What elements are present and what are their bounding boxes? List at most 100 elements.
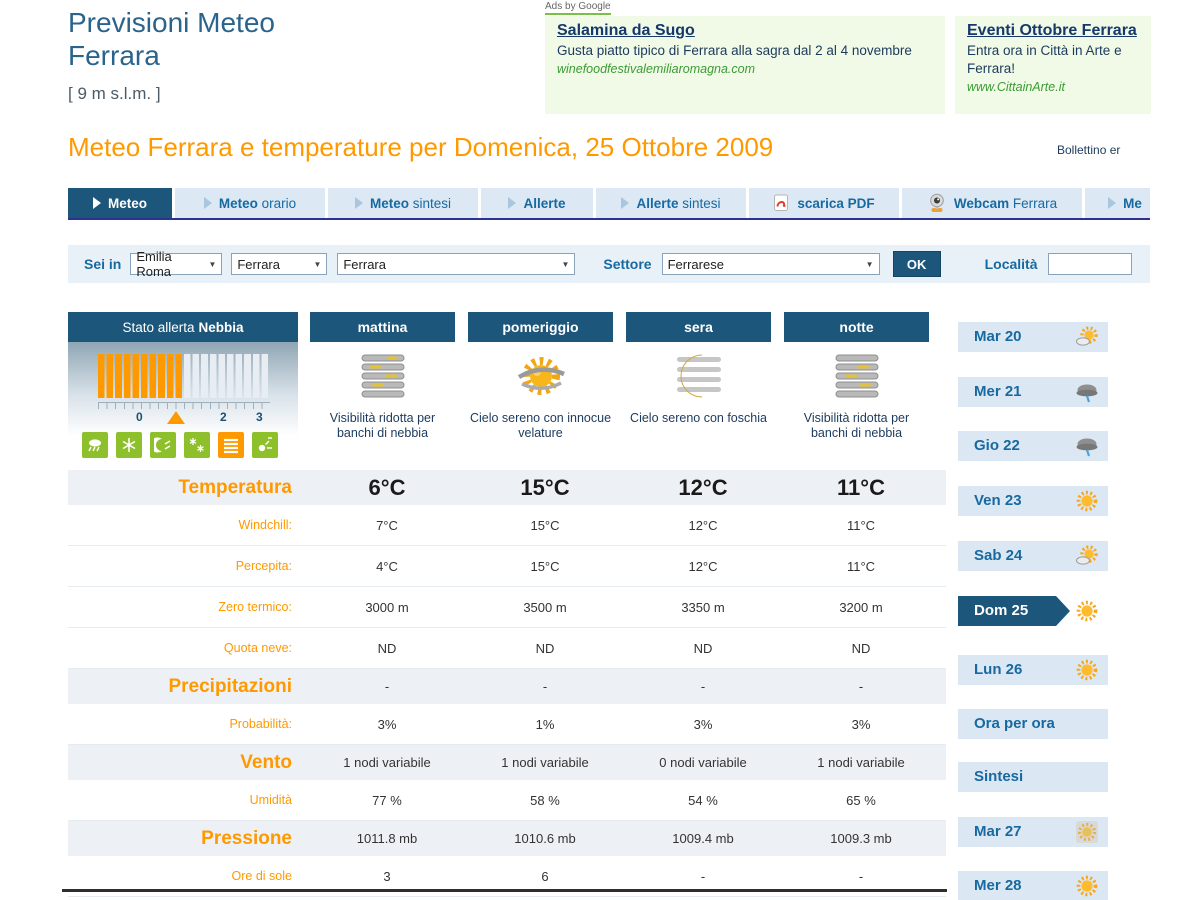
ad-body: Gusta piatto tipico di Ferrara alla sagr… [557,43,912,58]
sidebar-item-mer-21[interactable]: Mer 21 [958,377,1108,407]
allerta-type-icons [82,432,278,458]
fog-icon [361,354,404,398]
sidebar-item-sab-24[interactable]: Sab 24 [958,541,1108,571]
rain-cloud-icon [1076,438,1098,457]
period-caption: Cielo sereno con foschia [630,411,767,425]
sidebar-item-dom-25[interactable]: Dom 25 [958,596,1108,626]
chevron-down-icon: ▼ [865,259,874,269]
ad-body: Entra ora in Città in Arte e Ferrara! [967,43,1122,76]
sidebar-item-lun-26[interactable]: Lun 26 [958,655,1108,685]
sun-icon [1076,659,1098,681]
forecast-col-pomeriggio: pomeriggio Cielo sereno con innocue vela… [468,312,613,441]
allerta-gauge [98,354,270,398]
ad-url[interactable]: www.CittainArte.it [967,80,1065,94]
frost-icon[interactable] [184,432,210,458]
page-heading: Meteo Ferrara e temperature per Domenica… [68,132,774,162]
table-row: Temperatura 6°C 15°C 12°C 11°C [68,470,946,505]
forecast-col-sera: sera Cielo sereno con foschia [626,312,771,426]
tab-scarica-pdf[interactable]: scarica PDF [749,188,899,218]
rain-icon[interactable] [82,432,108,458]
period-header: sera [626,312,771,342]
snow-icon[interactable] [116,432,142,458]
province-select[interactable]: Ferrara ▼ [231,253,328,275]
sidebar-item-mar-20[interactable]: Mar 20 [958,322,1108,352]
period-caption: Visibilità ridotta per banchi di nebbia [803,411,910,440]
ad-left[interactable]: Salamina da Sugo Gusta piatto tipico di … [545,16,945,114]
localita-label: Località [984,256,1038,272]
sun-icon [1076,875,1098,897]
ad-url[interactable]: winefoodfestivalemiliaromagna.com [557,62,756,76]
fog-icon [835,354,878,398]
arrow-icon [508,197,517,209]
sun-haze-icon [1076,821,1098,843]
fog-icon[interactable] [218,432,244,458]
table-row: Windchill: 7°C 15°C 12°C 11°C [68,505,946,546]
ad-right[interactable]: Eventi Ottobre Ferrara Entra ora in Citt… [955,16,1151,114]
table-row: Zero termico: 3000 m 3500 m 3350 m 3200 … [68,587,946,628]
section-divider [62,889,947,892]
location-filter-bar: Sei in Emilia Roma ▼ Ferrara ▼ Ferrara ▼ Se… [68,245,1150,283]
weather-data-table: Temperatura 6°C 15°C 12°C 11°C Windchill… [68,470,946,897]
gauge-pointer-icon [167,411,185,424]
period-header: mattina [310,312,455,342]
ad-title-link[interactable]: Salamina da Sugo [557,22,695,39]
forecast-col-mattina: mattina Visibilità ridotta per banchi di… [310,312,455,441]
stato-allerta-card: Stato allerta Nebbia 0 2 3 [68,312,298,460]
arrow-icon [203,197,212,209]
tab-meteo-orario[interactable]: Meteo orario [175,188,325,218]
fog-advection-icon[interactable] [150,432,176,458]
pdf-icon [774,194,789,211]
sun-icon[interactable] [252,432,278,458]
tab-meteo-cut[interactable]: Me [1085,188,1150,218]
table-row: Umidità 77 % 58 % 54 % 65 % [68,780,946,821]
altitude-note: [ 9 m s.l.m. ] [68,84,161,103]
gauge-ruler [98,402,270,409]
site-title: Previsioni Meteo Ferrara [68,7,275,71]
sidebar-item-ven-23[interactable]: Ven 23 [958,486,1108,516]
stato-allerta-header: Stato allerta Nebbia [68,312,298,342]
chevron-down-icon: ▼ [561,259,570,269]
ad-title-link[interactable]: Eventi Ottobre Ferrara [967,22,1137,39]
table-row: Precipitazioni - - - - [68,669,946,704]
period-header: notte [784,312,929,342]
gauge-label-2: 2 [220,410,227,424]
localita-input[interactable] [1047,253,1132,275]
sidebar-item-mar-27[interactable]: Mar 27 [958,817,1108,847]
region-select[interactable]: Emilia Roma ▼ [130,249,223,279]
allerta-gauge-panel: 0 2 3 [68,342,298,460]
sidebar-item-mer-28[interactable]: Mer 28 [958,871,1108,900]
chevron-down-icon: ▼ [313,259,322,269]
gauge-empty-segments [184,354,270,398]
sidebar-item-gio-22[interactable]: Gio 22 [958,431,1108,461]
table-row: Pressione 1011.8 mb 1010.6 mb 1009.4 mb … [68,821,946,856]
period-header: pomeriggio [468,312,613,342]
table-row: Quota neve: ND ND ND ND [68,628,946,669]
gauge-filled-segments [98,354,184,398]
webcam-icon [930,193,944,212]
forecast-col-notte: notte Visibilità ridotta per banchi di n… [784,312,929,441]
settore-select[interactable]: Ferrarese ▼ [661,253,880,275]
period-caption: Visibilità ridotta per banchi di nebbia [329,411,436,440]
sun-cloud-icon [1076,545,1098,565]
sun-veil-icon [517,357,565,395]
tab-bar: Meteo Meteo orario Meteo sintesi Allerte… [68,188,1150,220]
arrow-icon [1108,197,1117,209]
tab-meteo[interactable]: Meteo [68,188,172,218]
tab-allerte-sintesi[interactable]: Allerte sintesi [596,188,746,218]
tab-webcam-ferrara[interactable]: Webcam Ferrara [902,188,1082,218]
ok-button[interactable]: OK [892,251,941,277]
table-row: Vento 1 nodi variabile 1 nodi variabile … [68,745,946,780]
period-caption: Cielo sereno con innocue velature [469,411,612,440]
chevron-down-icon: ▼ [208,259,217,269]
city-select[interactable]: Ferrara ▼ [337,253,576,275]
sei-in-label: Sei in [84,256,122,272]
arrow-icon [92,197,101,209]
sidebar-item-ora-per-ora[interactable]: Ora per ora [958,709,1108,739]
sidebar-item-sintesi[interactable]: Sintesi [958,762,1108,792]
sun-cloud-icon [1076,326,1098,346]
arrow-icon [621,197,630,209]
tab-allerte[interactable]: Allerte [481,188,593,218]
tab-meteo-sintesi[interactable]: Meteo sintesi [328,188,478,218]
bulletin-note: Bollettino er [1057,143,1121,157]
